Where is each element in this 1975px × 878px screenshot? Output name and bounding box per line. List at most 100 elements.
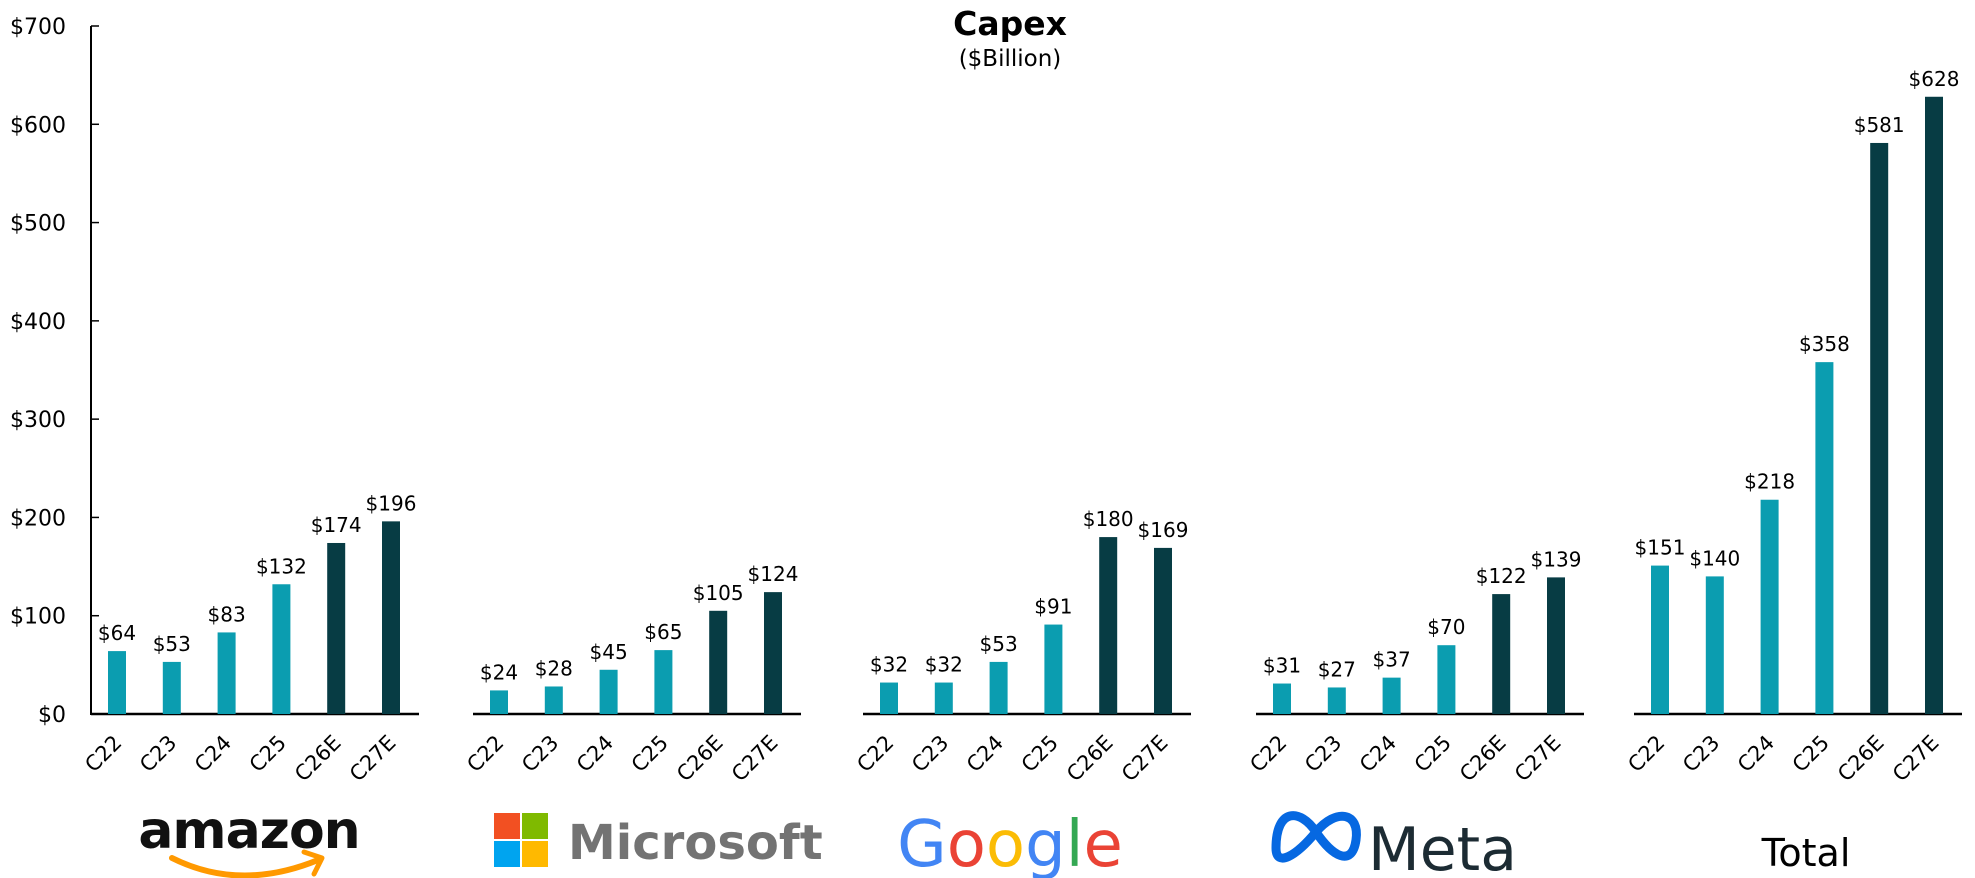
x-tick-label: C26E: [1833, 731, 1889, 787]
bar: [1273, 683, 1291, 714]
bar: [599, 669, 618, 714]
x-tick-label: C27E: [727, 731, 783, 787]
data-label: $218: [1744, 470, 1795, 494]
chart-title: Capex: [953, 4, 1067, 43]
x-tick-label: C23: [907, 731, 953, 777]
x-tick-label: C24: [572, 731, 618, 777]
microsoft-tile-icon: [522, 841, 548, 867]
x-tick-label: C22: [462, 731, 508, 777]
x-tick-label: C24: [962, 731, 1008, 777]
data-label: $31: [1263, 654, 1301, 678]
x-tick-label: C26E: [672, 731, 728, 787]
x-tick-label: C25: [627, 731, 673, 777]
total-group-label: Total: [1761, 831, 1851, 875]
y-tick-label: $500: [10, 212, 66, 237]
x-tick-label: C25: [1410, 731, 1456, 777]
bar: [162, 661, 181, 714]
x-tick-label: C22: [852, 731, 898, 777]
x-tick-label: C25: [1788, 731, 1834, 777]
google-logo-wordmark: Google: [897, 808, 1123, 878]
x-tick-label: C22: [1245, 731, 1291, 777]
data-label: $122: [1476, 564, 1527, 588]
microsoft-logo-wordmark: Microsoft: [568, 815, 823, 871]
data-label: $151: [1635, 536, 1686, 560]
amazon-arrow-icon: [301, 849, 325, 877]
x-tick-label: C25: [245, 731, 291, 777]
data-label: $132: [256, 554, 307, 578]
bar: [382, 521, 400, 714]
data-label: $628: [1909, 67, 1960, 91]
x-tick-label: C27E: [345, 731, 401, 787]
x-tick-label: C23: [135, 731, 181, 777]
bar: [1382, 677, 1401, 714]
y-tick-label: $700: [10, 15, 66, 40]
y-tick-label: $600: [10, 113, 66, 138]
meta-logo: Meta: [1271, 811, 1517, 878]
x-tick-label: C26E: [290, 731, 346, 787]
bar: [217, 632, 236, 714]
microsoft-tile-icon: [522, 813, 548, 839]
x-tick-label: C24: [1355, 731, 1401, 777]
chart-subtitle: ($Billion): [958, 46, 1062, 72]
meta-infinity-icon: [1271, 811, 1361, 863]
data-label: $139: [1531, 547, 1582, 571]
bar: [1705, 576, 1724, 714]
amazon-logo: amazon: [138, 801, 361, 878]
bar: [1327, 687, 1346, 714]
data-label: $140: [1689, 546, 1740, 570]
bar: [1651, 565, 1669, 714]
google-logo: Google: [897, 808, 1123, 878]
data-label: $180: [1083, 507, 1134, 531]
data-label: $53: [980, 632, 1018, 656]
data-label: $174: [311, 513, 362, 537]
bar: [934, 682, 953, 714]
data-label: $83: [208, 602, 246, 626]
bar: [272, 584, 291, 714]
data-label: $581: [1854, 113, 1905, 137]
y-tick-label: $200: [10, 506, 66, 531]
bar: [1870, 142, 1889, 714]
data-label: $169: [1138, 518, 1189, 542]
x-tick-label: C23: [517, 731, 563, 777]
data-label: $53: [153, 632, 191, 656]
x-tick-label: C25: [1017, 731, 1063, 777]
x-tick-label: C23: [1678, 731, 1724, 777]
bar: [1154, 547, 1172, 714]
x-tick-label: C27E: [1888, 731, 1944, 787]
bar: [1492, 594, 1511, 714]
bar: [1815, 362, 1834, 714]
bar: [989, 661, 1008, 714]
x-tick-label: C26E: [1062, 731, 1118, 787]
data-label: $91: [1034, 595, 1072, 619]
x-tick-label: C24: [190, 731, 236, 777]
bar: [1437, 645, 1456, 714]
y-tick-label: $0: [38, 703, 66, 728]
bar: [709, 610, 728, 714]
x-tick-label: C26E: [1455, 731, 1511, 787]
x-tick-label: C27E: [1117, 731, 1173, 787]
data-label: $32: [870, 653, 908, 677]
data-label: $28: [535, 656, 573, 680]
data-label: $196: [366, 491, 417, 515]
meta-logo-wordmark: Meta: [1368, 815, 1517, 878]
bar: [764, 592, 782, 714]
microsoft-tile-icon: [494, 841, 520, 867]
y-tick-label: $400: [10, 310, 66, 335]
data-label: $45: [590, 640, 628, 664]
microsoft-tile-icon: [494, 813, 520, 839]
x-tick-label: C23: [1300, 731, 1346, 777]
amazon-logo-wordmark: amazon: [138, 801, 359, 861]
microsoft-logo: Microsoft: [494, 813, 823, 871]
data-label: $64: [98, 621, 136, 645]
data-label: $124: [748, 562, 799, 586]
y-tick-label: $300: [10, 408, 66, 433]
bar: [108, 651, 126, 714]
bar: [327, 542, 346, 714]
y-tick-label: $100: [10, 605, 66, 630]
x-tick-label: C22: [1623, 731, 1669, 777]
x-tick-label: C24: [1733, 731, 1779, 777]
bar: [1547, 577, 1565, 714]
bar: [544, 686, 563, 714]
x-tick-label: C27E: [1510, 731, 1566, 787]
